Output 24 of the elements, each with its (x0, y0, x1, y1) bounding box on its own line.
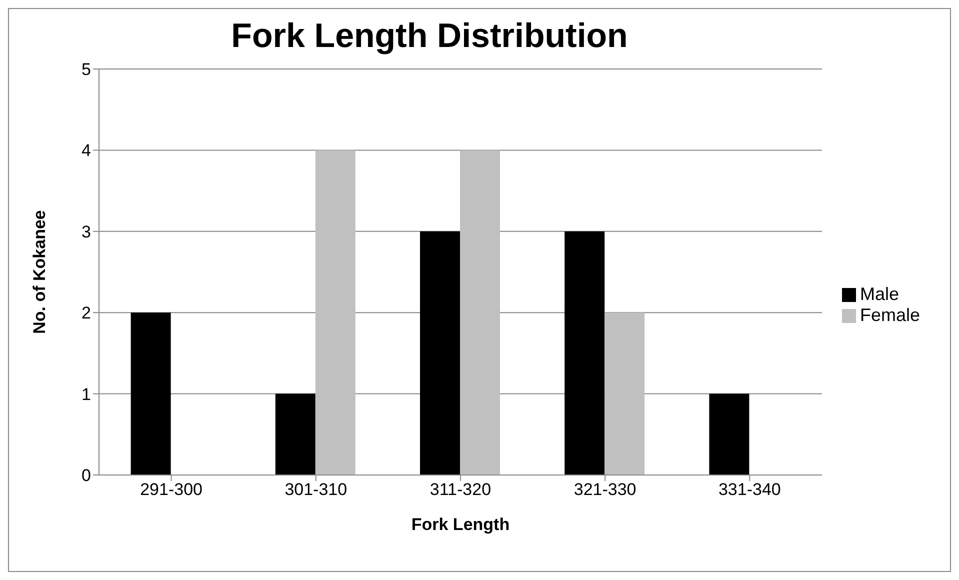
x-tick-label: 301-310 (284, 480, 348, 500)
y-axis-title: No. of Kokanee (30, 210, 50, 334)
bar (604, 312, 645, 475)
x-tick-label: 291-300 (140, 480, 202, 500)
bar (275, 394, 316, 475)
y-tick-label: 1 (82, 384, 91, 404)
legend-label: Female (860, 305, 920, 325)
bar (130, 312, 171, 475)
x-tick-label: 311-320 (430, 480, 492, 500)
bar (564, 231, 605, 475)
y-tick-label: 4 (82, 141, 91, 160)
y-tick-label: 0 (82, 466, 91, 486)
x-axis-title: Fork Length (411, 515, 510, 534)
y-tick-label: 2 (82, 304, 91, 323)
bar (315, 150, 356, 475)
bar (460, 150, 500, 475)
x-tick-label: 331-340 (718, 480, 781, 500)
bar (709, 394, 750, 475)
bar (420, 231, 460, 475)
y-tick-label: 3 (82, 222, 91, 242)
chart-title: Fork Length Distribution (230, 16, 629, 55)
legend-label: Male (860, 284, 899, 304)
x-tick-label: 321-330 (574, 480, 636, 500)
y-tick-label: 5 (82, 60, 91, 80)
